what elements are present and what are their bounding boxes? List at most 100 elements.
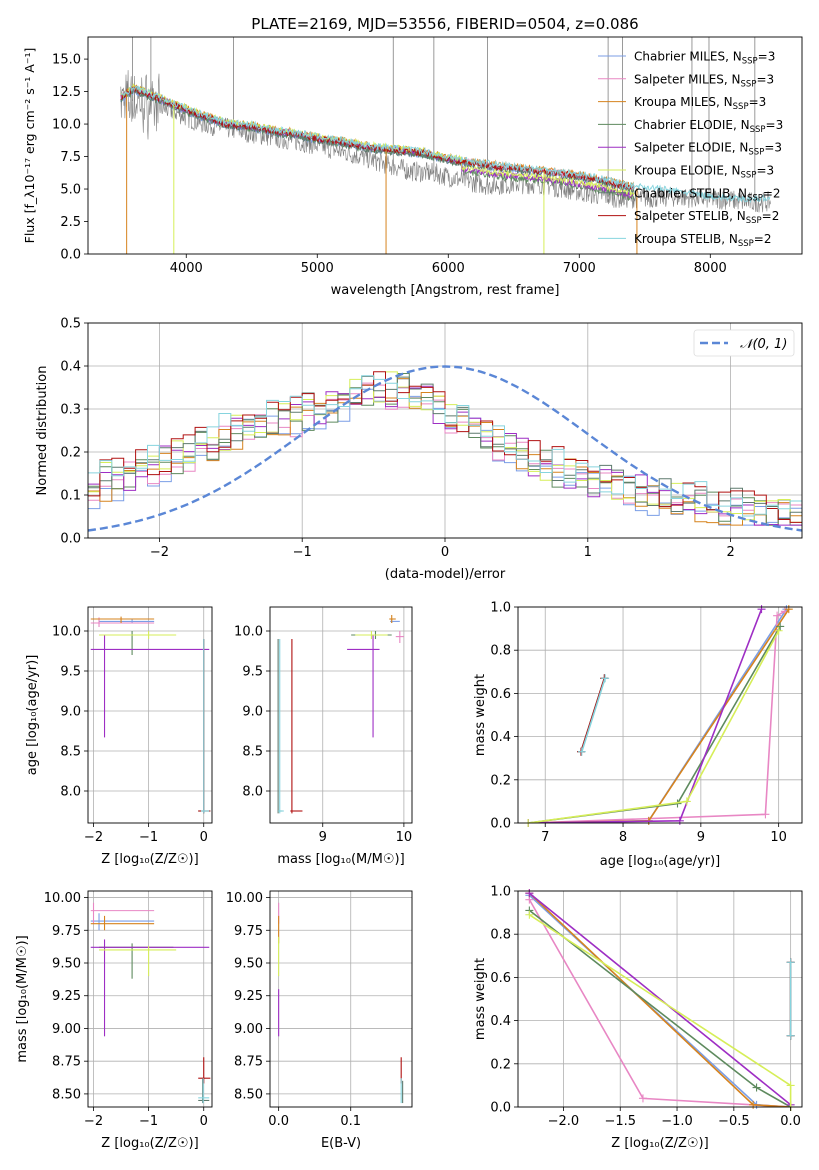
x-axis-label: mass [log₁₀(M/M☉)] xyxy=(277,852,404,867)
legend-label-main: Chabrier STELIB, N xyxy=(634,186,747,200)
text-layer: 4000 5000 6000 7000 80000.02.55.07.510.012.5… xyxy=(15,15,801,1151)
x-tick-label: 8000 xyxy=(694,261,727,276)
model-line-chabrier-miles xyxy=(120,87,635,193)
legend-label-tail: =2 xyxy=(762,209,780,223)
y-tick-label: 0.0 xyxy=(490,1101,511,1116)
y-tick-label: 10.0 xyxy=(52,625,81,640)
legend-label-tail: =3 xyxy=(756,164,774,178)
data-layer xyxy=(88,37,802,1111)
x-tick-label: 0.0 xyxy=(780,1114,801,1129)
x-tick-label: 10 xyxy=(396,830,413,845)
x-tick-label: −1.0 xyxy=(661,1114,693,1129)
legend-label-sub: SSP xyxy=(742,57,758,67)
data-point-marker xyxy=(638,1094,647,1103)
y-tick-label: 0.0 xyxy=(60,248,81,263)
y-tick-label: 7.5 xyxy=(60,150,81,165)
legend-entry-label: Salpeter STELIB, NSSP=2 xyxy=(634,209,779,226)
y-tick-label: 8.0 xyxy=(242,785,263,800)
x-tick-label: −2.0 xyxy=(548,1114,580,1129)
weight-line-kroupa-elodie xyxy=(528,914,792,1107)
frame-layer xyxy=(84,36,803,1111)
legend-label-tail: =3 xyxy=(758,50,776,64)
y-tick-label: 1.0 xyxy=(490,601,511,616)
x-tick-label: −2 xyxy=(150,545,169,560)
legend-label-tail: =3 xyxy=(766,118,784,132)
y-tick-label: 9.5 xyxy=(60,665,81,680)
data-point-marker xyxy=(601,674,610,683)
y-tick-label: 0.2 xyxy=(60,446,81,461)
y-tick-label: 0.2 xyxy=(490,1057,511,1072)
legend-label-sub: SSP xyxy=(741,171,757,181)
y-tick-label: 8.50 xyxy=(52,1087,81,1102)
y-tick-label: 8.50 xyxy=(234,1087,263,1102)
y-tick-label: 8.0 xyxy=(60,785,81,800)
model-line-kroupa-stelib xyxy=(120,85,771,204)
y-tick-label: 8.5 xyxy=(242,745,263,760)
y-tick-label: 5.0 xyxy=(60,183,81,198)
x-tick-label: 9 xyxy=(319,830,327,845)
histogram-step-salpeter-stelib xyxy=(88,371,802,523)
x-tick-label: −0.5 xyxy=(718,1114,750,1129)
y-tick-label: 0.0 xyxy=(60,532,81,547)
legend-label-main: Salpeter ELODIE, N xyxy=(634,141,748,155)
x-tick-label: 0 xyxy=(200,830,208,845)
y-tick-label: 8.75 xyxy=(52,1055,81,1070)
legend-label-main: Kroupa ELODIE, N xyxy=(634,164,741,178)
legend-label-tail: =3 xyxy=(764,141,782,155)
axes-frame xyxy=(269,890,413,1108)
x-tick-label: −1 xyxy=(139,1114,158,1129)
legend-label-tail: =3 xyxy=(749,95,767,109)
axes-frame xyxy=(269,606,413,824)
y-tick-label: 9.50 xyxy=(234,957,263,972)
legend-label-sub: SSP xyxy=(746,216,762,226)
y-tick-label: 9.0 xyxy=(242,705,263,720)
x-tick-label: 10 xyxy=(770,830,787,845)
y-axis-label: mass weight xyxy=(473,958,488,1040)
x-tick-label: 7 xyxy=(541,830,549,845)
legend-label: 𝒩(0, 1) xyxy=(740,337,787,352)
weight-line-salpeter-elodie xyxy=(528,892,792,1106)
y-tick-label: 0.4 xyxy=(60,360,81,375)
y-tick-label: 8.75 xyxy=(234,1055,263,1070)
data-point-marker xyxy=(774,626,783,635)
axes-frame xyxy=(87,322,803,539)
legend-label-sub: SSP xyxy=(750,125,766,135)
data-point-marker xyxy=(786,1031,795,1040)
legend-label-tail: =3 xyxy=(756,72,774,86)
weight-line-chabrier-elodie xyxy=(527,625,781,823)
y-tick-label: 0.0 xyxy=(490,817,511,832)
y-axis-label: mass [log₁₀(M/M☉)] xyxy=(15,935,30,1062)
y-tick-label: 0.5 xyxy=(60,317,81,332)
data-point-marker xyxy=(525,910,534,919)
x-tick-label: 9 xyxy=(697,830,705,845)
legend-label-tail: =2 xyxy=(763,186,781,200)
y-tick-label: 0.8 xyxy=(490,644,511,659)
x-tick-label: −1 xyxy=(293,545,312,560)
y-axis-label: Normed distribution xyxy=(35,366,50,496)
y-tick-label: 9.75 xyxy=(52,924,81,939)
data-point-marker xyxy=(784,605,793,614)
axes-frame xyxy=(87,890,213,1108)
legend-entry-label: Chabrier STELIB, NSSP=2 xyxy=(634,186,781,203)
legend-label-main: Kroupa STELIB, N xyxy=(634,232,738,246)
y-tick-label: 0.1 xyxy=(60,489,81,504)
legend-label-sub: SSP xyxy=(733,102,749,112)
y-tick-label: 15.0 xyxy=(52,53,81,68)
data-point-marker xyxy=(786,958,795,967)
data-point-marker xyxy=(525,889,534,898)
axes-frame xyxy=(87,36,803,255)
legend-label-main: Salpeter STELIB, N xyxy=(634,209,746,223)
y-tick-label: 0.3 xyxy=(60,403,81,418)
data-point-marker xyxy=(757,605,766,614)
legend-label-tail: =2 xyxy=(754,232,772,246)
legend-label-main: Kroupa MILES, N xyxy=(634,95,733,109)
x-axis-label: Z [log₁₀(Z/Z☉)] xyxy=(101,1136,198,1151)
data-point-marker xyxy=(773,611,782,620)
y-tick-label: 0.2 xyxy=(490,773,511,788)
x-tick-label: −2 xyxy=(84,830,103,845)
model-line-chabrier-stelib xyxy=(120,87,635,194)
legend-entry-label: Kroupa MILES, NSSP=3 xyxy=(634,95,766,112)
y-tick-label: 9.50 xyxy=(52,957,81,972)
y-tick-label: 0.6 xyxy=(490,971,511,986)
